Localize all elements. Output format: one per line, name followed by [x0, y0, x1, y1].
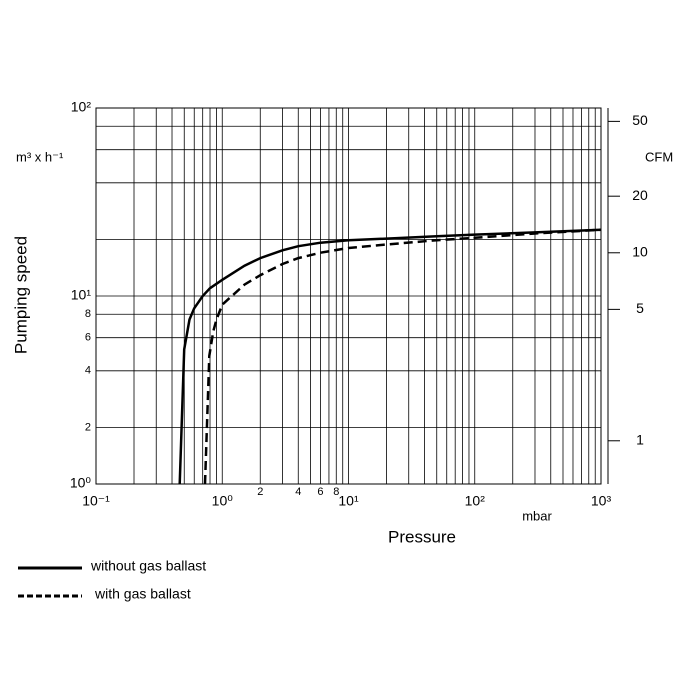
- x-tick-label: 8: [333, 486, 339, 498]
- x-tick-label: 10⁻¹: [82, 493, 110, 509]
- y-tick-label: 4: [85, 365, 91, 377]
- x-tick-label: 10¹: [338, 493, 359, 509]
- y-unit: m³ x h⁻¹: [16, 149, 64, 164]
- x-tick-label: 10²: [465, 493, 486, 509]
- line: [203, 228, 602, 485]
- legend-label: without gas ballast: [90, 558, 206, 574]
- x-axis-label: Pressure: [388, 527, 456, 546]
- x-tick-label: 4: [295, 486, 301, 498]
- x-unit: mbar: [522, 508, 552, 523]
- legend-label: with gas ballast: [94, 586, 191, 602]
- x-tick-label: 10³: [591, 493, 612, 509]
- y2-tick-label: 20: [632, 187, 648, 203]
- line: [178, 228, 602, 485]
- y-axis-label: Pumping speed: [11, 236, 30, 354]
- y-tick-label: 2: [85, 421, 91, 433]
- y-tick-label: 10²: [71, 99, 92, 115]
- x-tick-label: 6: [317, 486, 323, 498]
- y-tick-label: 6: [85, 332, 91, 344]
- y2-tick-label: 1: [636, 431, 644, 447]
- y-tick-label: 10⁰: [70, 475, 92, 491]
- x-tick-label: 10⁰: [212, 493, 234, 509]
- y2-unit: CFM: [645, 149, 673, 164]
- y-tick-label: 8: [85, 308, 91, 320]
- y-tick-label: 10¹: [71, 287, 92, 303]
- y2-tick-label: 5: [636, 300, 644, 316]
- x-tick-label: 2: [257, 486, 263, 498]
- y2-tick-label: 50: [632, 112, 648, 128]
- y2-tick-label: 10: [632, 243, 648, 259]
